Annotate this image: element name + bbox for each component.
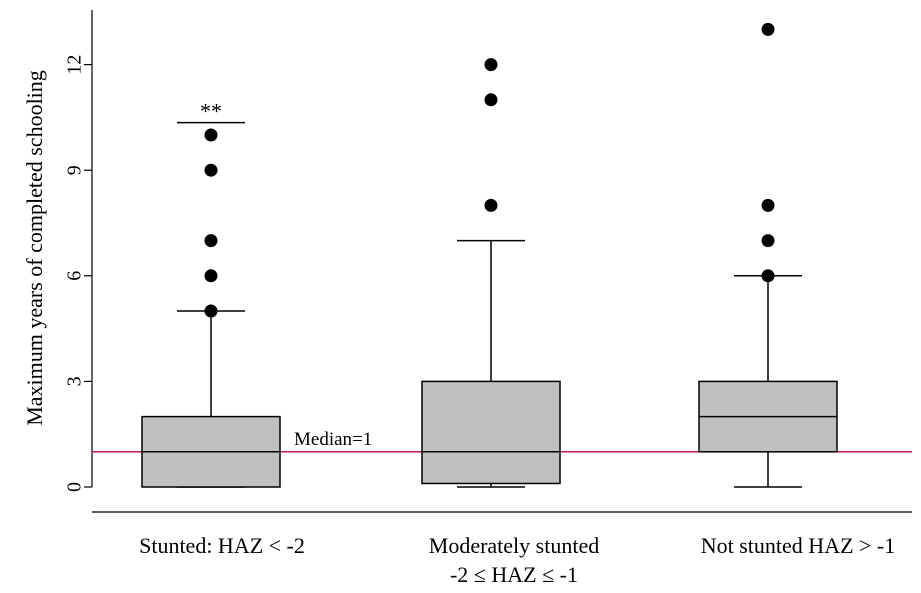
box-group — [421, 58, 561, 488]
outlier-point — [761, 234, 775, 248]
outlier-point — [204, 128, 218, 142]
y-axis-label: Maximum years of completed schooling — [22, 70, 47, 426]
outlier-point — [204, 234, 218, 248]
box-group — [698, 22, 838, 488]
outlier-point — [761, 269, 775, 283]
reference-median-label: Median=1 — [294, 429, 372, 450]
y-ticks: 0 3 6 9 12 — [64, 55, 92, 492]
y-tick-label: 3 — [64, 376, 86, 386]
outlier-point — [761, 22, 775, 36]
y-tick-label: 9 — [64, 165, 86, 175]
plot-area: ** Median=1 — [92, 22, 912, 488]
outlier-point — [484, 58, 498, 72]
box-group: ** — [141, 99, 281, 488]
outlier-point — [204, 163, 218, 177]
outlier-point — [761, 198, 775, 212]
outlier-point — [204, 304, 218, 318]
y-tick-label: 12 — [64, 55, 86, 75]
x-category-label: Not stunted HAZ > -1 — [701, 533, 896, 558]
outlier-point — [204, 269, 218, 283]
x-labels: Stunted: HAZ < -2 Moderately stunted -2 ≤ … — [139, 533, 895, 587]
outlier-point — [484, 198, 498, 212]
x-category-label: Moderately stunted — [429, 533, 599, 558]
outlier-point — [484, 93, 498, 107]
significance-label: ** — [200, 99, 222, 124]
y-axis: 0 3 6 9 12 Maximum years of completed school… — [22, 10, 93, 492]
iqr-box — [421, 380, 561, 485]
y-tick-label: 6 — [64, 271, 86, 281]
x-category-label: -2 ≤ HAZ ≤ -1 — [450, 562, 578, 587]
y-tick-label: 0 — [64, 482, 86, 492]
x-category-label: Stunted: HAZ < -2 — [139, 533, 305, 558]
